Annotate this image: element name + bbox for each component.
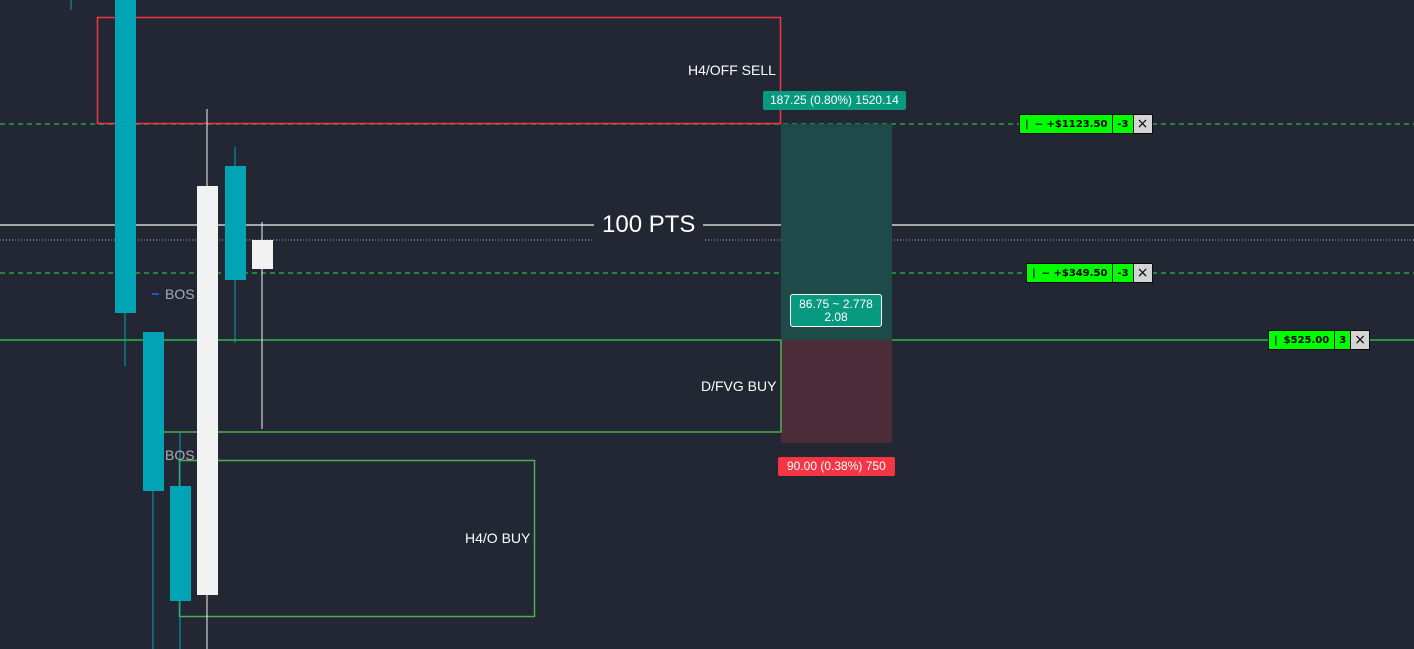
order-chip-quantity[interactable]: 3 (1335, 331, 1351, 349)
loss-zone[interactable] (781, 340, 892, 443)
h4-off-sell-zone[interactable] (96, 16, 782, 125)
bos-label-upper: BOS (165, 286, 195, 302)
close-icon[interactable]: × (1133, 115, 1152, 133)
h4-o-buy-label: H4/O BUY (465, 530, 531, 546)
order-chip-label[interactable]: | $525.00 (1269, 331, 1335, 349)
order-chip-glyph: | (1025, 118, 1029, 130)
order-chip-pnl: $525.00 (1283, 334, 1330, 346)
candle-2-body[interactable] (115, 0, 136, 313)
d-fvg-buy-label: D/FVG BUY (701, 378, 777, 394)
candle-5-body[interactable] (197, 186, 218, 595)
stop-loss-badge: 90.00 (0.38%) 750 (778, 457, 895, 476)
order-chip-quantity[interactable]: -3 (1113, 264, 1133, 282)
order-chip-label[interactable]: | ~ +$349.50 (1027, 264, 1113, 282)
measure-label: 100 PTS (594, 209, 704, 241)
take-profit-badge: 187.25 (0.80%) 1520.14 (763, 91, 906, 110)
order-chip-entry[interactable]: | $525.00 3 × (1268, 330, 1371, 350)
d-fvg-buy-zone[interactable] (164, 340, 782, 433)
candle-4-body[interactable] (170, 486, 191, 601)
order-chip-pnl: ~ +$349.50 (1041, 267, 1108, 279)
risk-reward-line-1: 86.75 ~ 2.778 (799, 296, 873, 311)
close-icon[interactable]: × (1351, 331, 1370, 349)
order-chip-glyph: | (1274, 334, 1278, 346)
order-chip-label[interactable]: | ~ +$1123.50 (1020, 115, 1113, 133)
close-icon[interactable]: × (1133, 264, 1152, 282)
risk-reward-line-2: 2.08 (824, 309, 848, 324)
h4-off-sell-label: H4/OFF SELL (688, 62, 776, 78)
candle-6-body[interactable] (225, 166, 246, 280)
bos-label-lower: BOS (165, 447, 195, 463)
order-chip-quantity[interactable]: -3 (1113, 115, 1133, 133)
order-chip-glyph: | (1032, 267, 1036, 279)
order-chip-target-2[interactable]: | ~ +$349.50 -3 × (1026, 263, 1153, 283)
order-chip-target-1[interactable]: | ~ +$1123.50 -3 × (1019, 114, 1153, 134)
candle-7-body[interactable] (252, 240, 273, 269)
candle-3-body[interactable] (143, 332, 164, 491)
risk-reward-badge: 86.75 ~ 2.778 2.08 (790, 294, 882, 327)
order-chip-pnl: ~ +$1123.50 (1034, 118, 1108, 130)
